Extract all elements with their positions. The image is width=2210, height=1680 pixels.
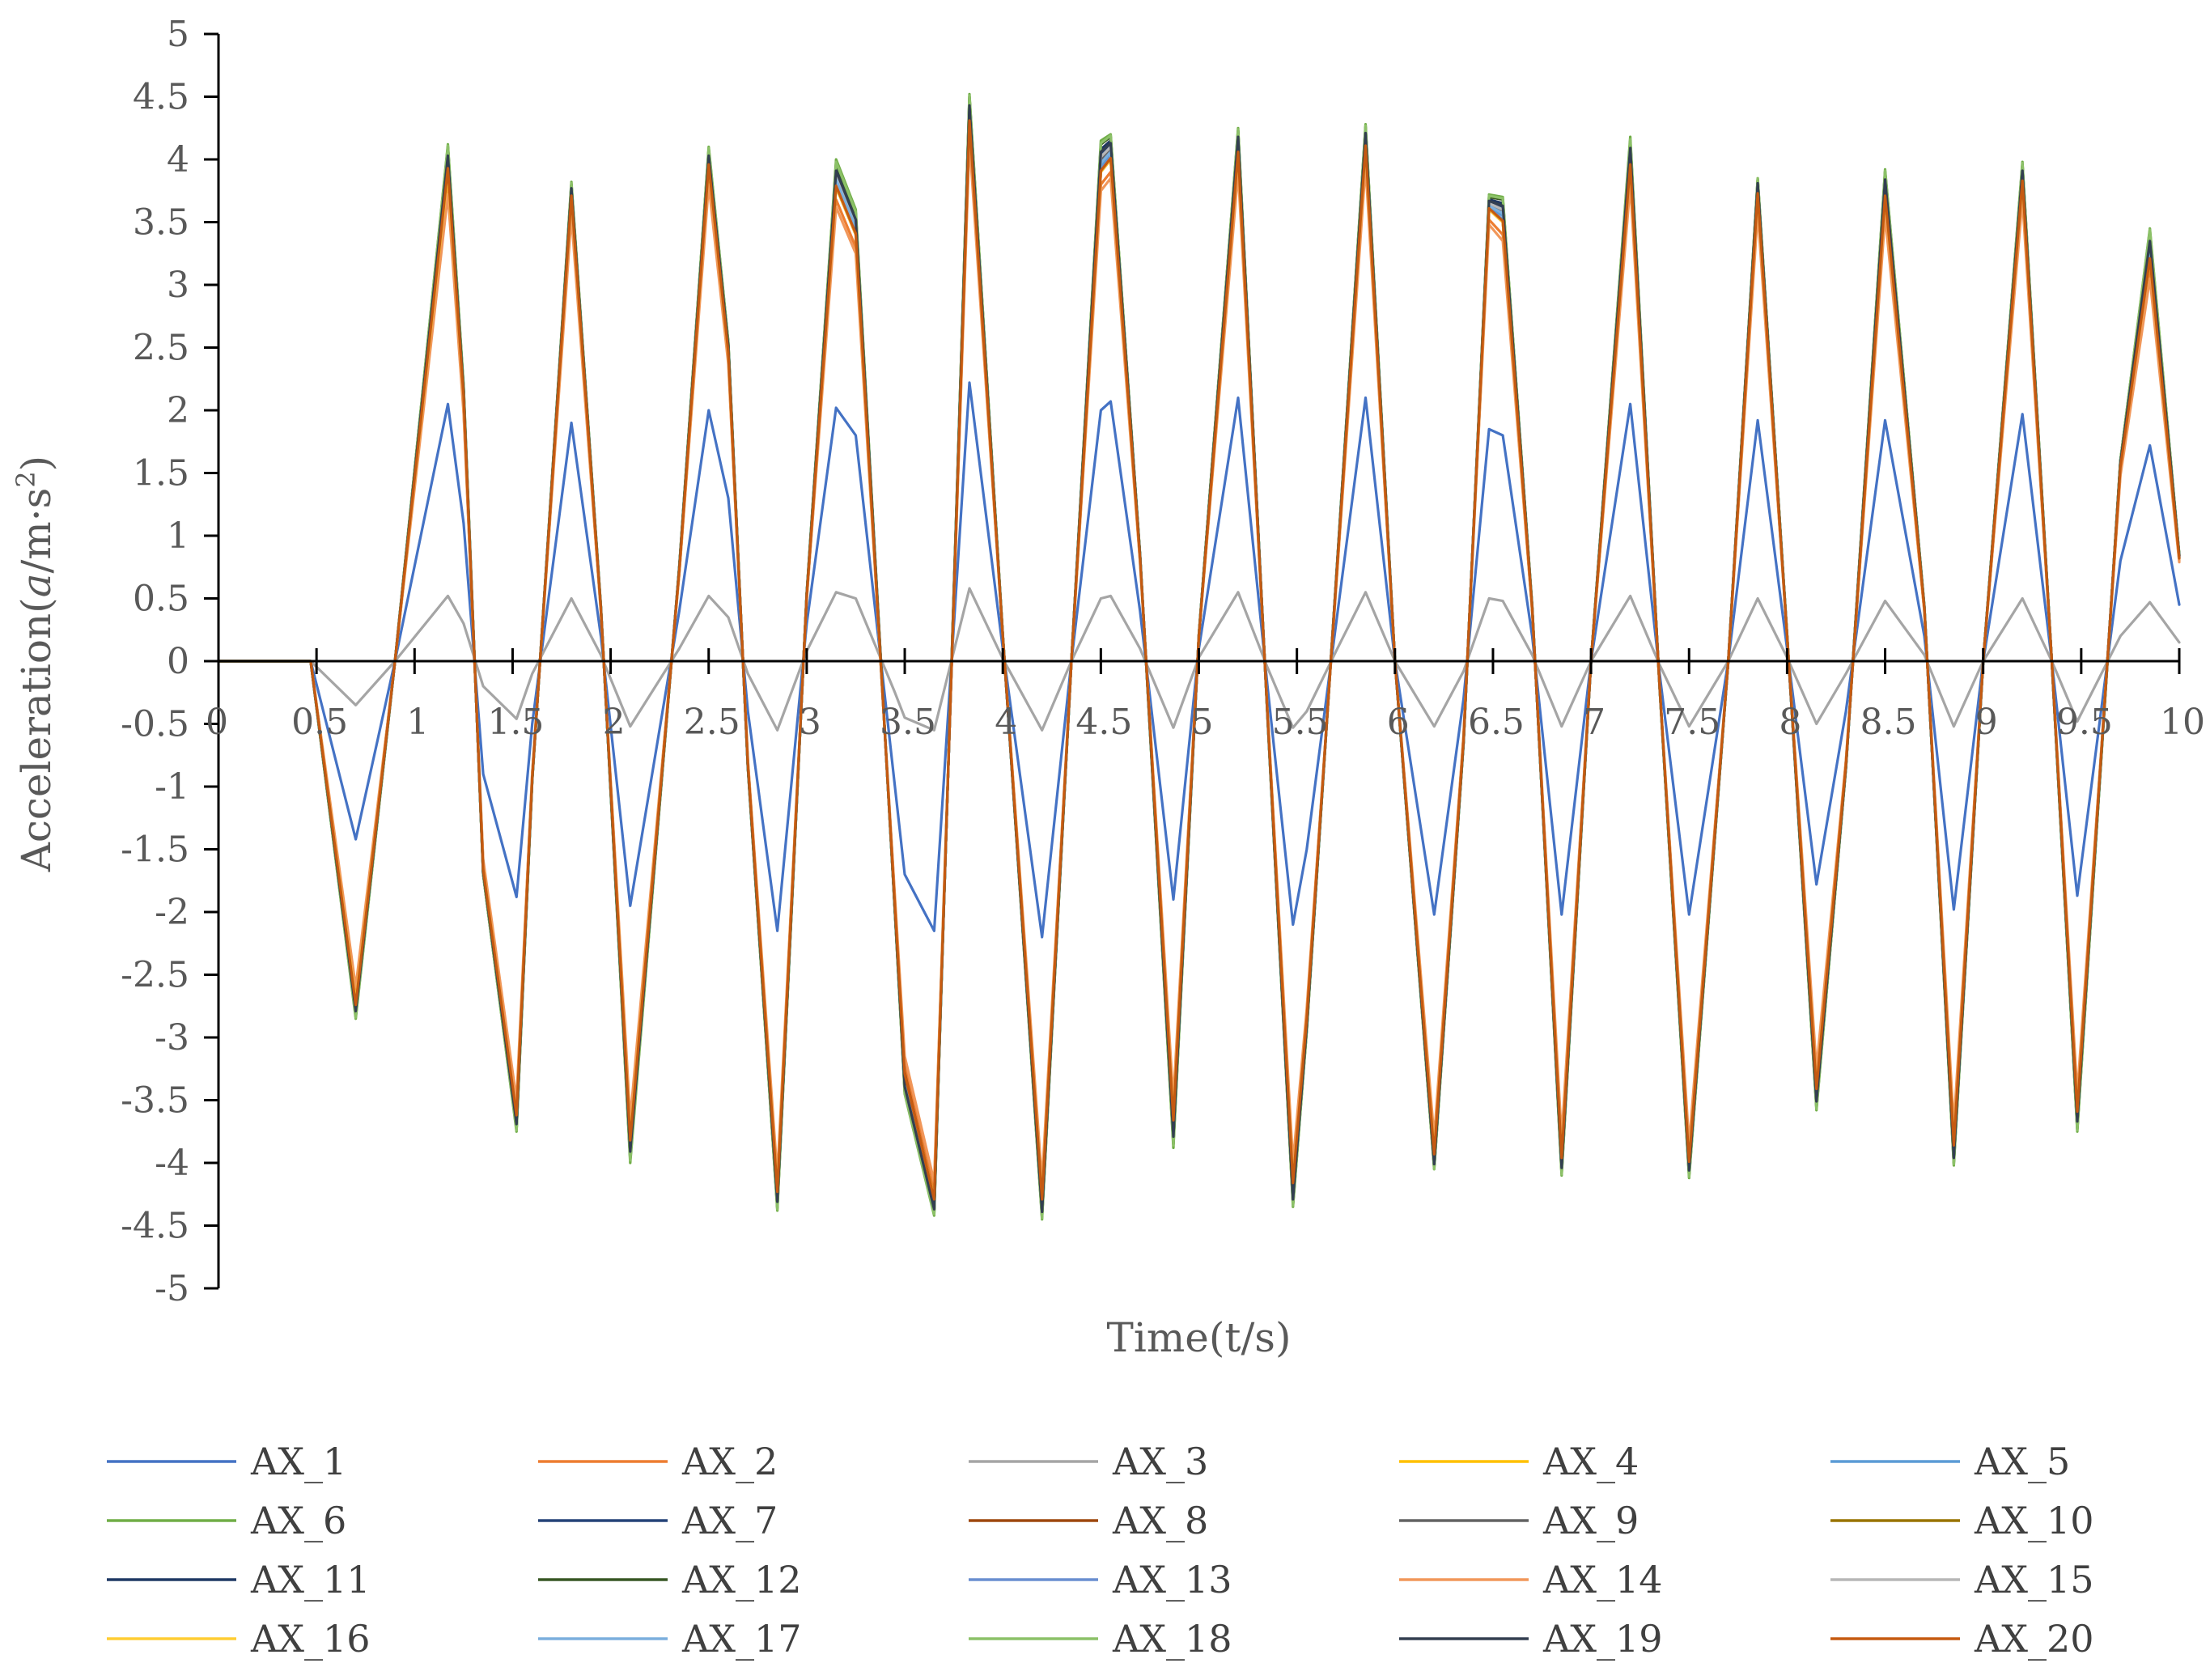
legend-item: AX_10	[1830, 1499, 2094, 1542]
legend-label: AX_10	[1974, 1499, 2094, 1542]
legend-label: AX_16	[250, 1617, 371, 1661]
y-tick-label: 5	[167, 14, 189, 55]
y-tick-label: -1.5	[121, 829, 189, 871]
y-tick-label: 1.5	[133, 453, 189, 494]
x-tick-label: 1.5	[487, 702, 544, 743]
legend-item: AX_16	[107, 1617, 371, 1661]
y-tick-label: 2	[167, 390, 189, 431]
legend-item: AX_18	[969, 1617, 1232, 1661]
y-axis-title-italic: a	[13, 573, 60, 597]
x-tick-label: 3.5	[880, 702, 936, 743]
y-tick-label: -4	[155, 1143, 189, 1184]
legend-item: AX_15	[1830, 1558, 2094, 1602]
legend-label: AX_3	[1112, 1440, 1208, 1483]
legend-label: AX_7	[681, 1499, 778, 1542]
legend-item: AX_13	[969, 1558, 1232, 1602]
x-tick-label: 9	[1975, 702, 1998, 743]
y-tick-label: 4.5	[133, 77, 189, 118]
legend-item: AX_11	[107, 1558, 371, 1602]
legend-item: AX_4	[1399, 1440, 1639, 1483]
legend-item: AX_14	[1399, 1558, 1663, 1602]
legend-label: AX_17	[681, 1617, 802, 1661]
x-tick-label: 0.5	[291, 702, 348, 743]
legend-label: AX_18	[1112, 1617, 1232, 1661]
series-layer	[217, 92, 2181, 1221]
legend-label: AX_15	[1974, 1558, 2094, 1602]
legend-item: AX_7	[538, 1499, 778, 1542]
y-tick-label: 3	[167, 265, 189, 306]
legend-item: AX_9	[1399, 1499, 1639, 1542]
legend: AX_1 AX_2 AX_3 AX_4 AX_5 AX_6 AX_7 AX_8 AX_9 AX_1…	[107, 1440, 2094, 1661]
legend-item: AX_1	[107, 1440, 346, 1483]
legend-item: AX_2	[538, 1440, 778, 1483]
legend-label: AX_2	[681, 1440, 778, 1483]
legend-label: AX_1	[250, 1440, 346, 1483]
y-tick-label: -3.5	[121, 1080, 189, 1122]
legend-label: AX_19	[1542, 1617, 1663, 1661]
x-tick-label: 5	[1191, 702, 1214, 743]
legend-label: AX_4	[1542, 1440, 1639, 1483]
x-tick-label: 5.5	[1272, 702, 1329, 743]
x-tick-label: 10	[2160, 702, 2205, 743]
x-tick-label: 7.5	[1664, 702, 1720, 743]
x-tick-label: 0	[206, 702, 228, 743]
y-axis-title-prefix: Acceleration(	[13, 597, 60, 872]
y-tick-label: -2	[155, 892, 189, 933]
legend-label: AX_5	[1974, 1440, 2070, 1483]
series-line-ax-1	[217, 381, 2181, 939]
series-line-ax-20	[217, 119, 2181, 1201]
legend-item: AX_20	[1830, 1617, 2094, 1661]
y-tick-label: -3	[155, 1017, 189, 1058]
x-tick-label: 6	[1387, 702, 1410, 743]
legend-label: AX_13	[1112, 1558, 1232, 1602]
y-tick-label: 0.5	[133, 579, 189, 620]
ticks-layer: 5 4.5 4 3.5 3 2.5 2 1.5 1 0.5 0 -0.5 -1 -1.5 -2 -2.5 -3 -…	[121, 14, 2205, 1309]
x-tick-label: 4.5	[1075, 702, 1132, 743]
x-tick-label: 6.5	[1468, 702, 1525, 743]
series-line-ax-3	[217, 587, 2181, 732]
legend-item: AX_3	[969, 1440, 1208, 1483]
legend-label: AX_6	[250, 1499, 346, 1542]
y-tick-label: -2.5	[121, 955, 189, 996]
y-axis-title: Acceleration(a/m·s2)	[11, 456, 60, 872]
y-tick-label: 4	[167, 139, 189, 180]
legend-item: AX_19	[1399, 1617, 1663, 1661]
x-tick-label: 2	[603, 702, 626, 743]
legend-item: AX_6	[107, 1499, 346, 1542]
y-tick-label: 0	[167, 641, 189, 682]
legend-label: AX_14	[1542, 1558, 1663, 1602]
y-axis-title-suffix: )	[13, 456, 60, 472]
y-tick-label: -0.5	[121, 704, 189, 745]
y-tick-label: 1	[167, 515, 189, 557]
legend-label: AX_11	[250, 1558, 371, 1602]
legend-label: AX_12	[681, 1558, 802, 1602]
legend-label: AX_20	[1974, 1617, 2094, 1661]
legend-item: AX_12	[538, 1558, 802, 1602]
x-axis-title: Time(t/s)	[1107, 1314, 1292, 1361]
x-tick-label: 8	[1779, 702, 1801, 743]
x-tick-label: 9.5	[2056, 702, 2113, 743]
legend-item: AX_5	[1830, 1440, 2070, 1483]
legend-label: AX_8	[1112, 1499, 1208, 1542]
y-tick-label: -4.5	[121, 1206, 189, 1247]
x-tick-label: 3	[799, 702, 821, 743]
x-tick-label: 2.5	[684, 702, 740, 743]
x-tick-label: 4	[995, 702, 1017, 743]
y-tick-label: 3.5	[133, 202, 189, 244]
y-tick-label: -5	[155, 1268, 189, 1309]
y-axis-title-unit: /m·s	[13, 488, 60, 574]
x-tick-label: 1	[406, 702, 429, 743]
legend-item: AX_8	[969, 1499, 1208, 1542]
x-tick-label: 8.5	[1860, 702, 1917, 743]
y-tick-label: 2.5	[133, 328, 189, 369]
y-axis-title-sup: 2	[11, 471, 41, 487]
x-tick-label: 7	[1583, 702, 1606, 743]
legend-label: AX_9	[1542, 1499, 1639, 1542]
y-tick-label: -1	[155, 766, 189, 808]
legend-item: AX_17	[538, 1617, 802, 1661]
